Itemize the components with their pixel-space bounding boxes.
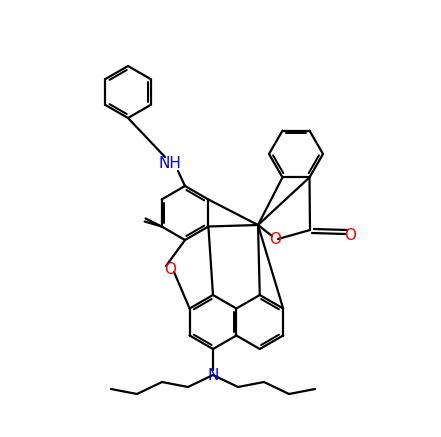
Text: O: O (269, 232, 281, 246)
Text: N: N (207, 368, 219, 382)
Text: O: O (164, 261, 176, 277)
Text: O: O (344, 228, 356, 243)
Text: NH: NH (159, 156, 181, 171)
